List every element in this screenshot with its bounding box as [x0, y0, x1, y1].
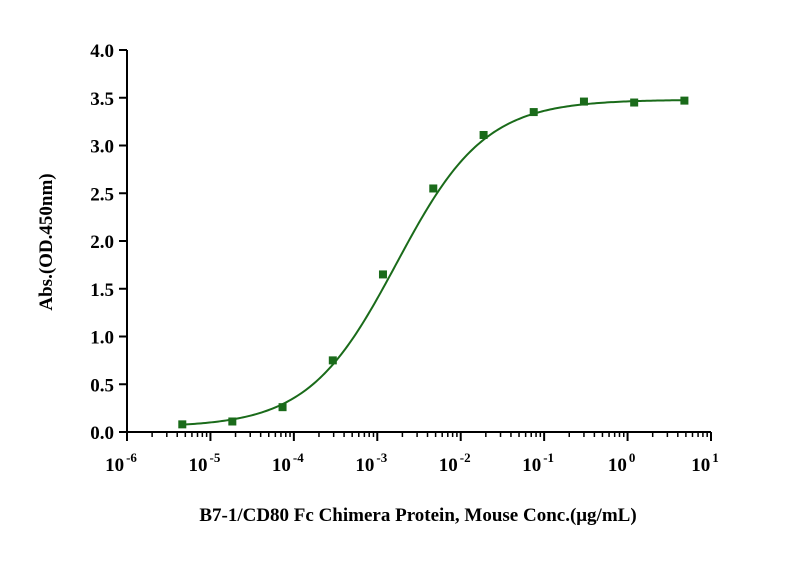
data-point: [680, 96, 689, 105]
y-tick-label: 0.5: [90, 375, 114, 396]
x-tick-label: 10 -2: [439, 450, 471, 476]
data-point: [479, 130, 488, 139]
data-point: [429, 184, 438, 193]
axis-labels-layer: Abs.(OD.450nm) B7-1/CD80 Fc Chimera Prot…: [36, 173, 637, 526]
x-tick-exponent: -4: [293, 450, 304, 465]
x-axis-title: B7-1/CD80 Fc Chimera Protein, Mouse Conc…: [199, 505, 636, 526]
x-tick-base: 10: [691, 455, 710, 476]
x-tick-base: 10: [105, 455, 124, 476]
x-tick-base: 10: [522, 455, 541, 476]
y-tick-label: 1.0: [90, 328, 114, 349]
x-tick-base: 10: [439, 455, 458, 476]
y-tick-label: 0.0: [90, 423, 114, 444]
x-tick-label: 10 -5: [189, 450, 221, 476]
y-tick-label: 2.0: [90, 232, 114, 253]
y-tick-label: 3.5: [90, 89, 114, 110]
x-tick-label: 10 -6: [105, 450, 137, 476]
x-tick-exponent: -5: [210, 450, 221, 465]
x-tick-label: 10 1: [691, 450, 719, 476]
x-tick-label: 10 0: [608, 450, 636, 476]
x-tick-exponent: -6: [126, 450, 137, 465]
y-tick-label: 1.5: [90, 280, 114, 301]
x-tick-exponent: 0: [629, 450, 636, 465]
x-tick-base: 10: [608, 455, 627, 476]
x-tick-exponent: -1: [543, 450, 554, 465]
data-point: [378, 270, 387, 279]
data-point: [278, 403, 287, 412]
x-tick-exponent: -2: [460, 450, 471, 465]
data-point: [630, 98, 639, 107]
x-tick-label: 10 -3: [355, 450, 387, 476]
data-point: [328, 356, 337, 365]
y-tick-label: 3.0: [90, 137, 114, 158]
x-tick-base: 10: [355, 455, 374, 476]
x-tick-label: 10 -1: [522, 450, 554, 476]
y-tick-label: 2.5: [90, 184, 114, 205]
x-tick-base: 10: [272, 455, 291, 476]
data-point: [228, 417, 237, 426]
data-point: [529, 108, 538, 117]
x-tick-label: 10 -4: [272, 450, 304, 476]
x-tick-exponent: -3: [376, 450, 387, 465]
y-tick-label: 4.0: [90, 41, 114, 62]
y-axis-title: Abs.(OD.450nm): [36, 173, 57, 310]
x-tick-exponent: 1: [712, 450, 719, 465]
axes: 0.00.51.01.52.02.53.03.54.010 -6 10 -5 10 -4 1…: [90, 41, 719, 476]
data-point: [579, 97, 588, 106]
data-points-layer: [178, 96, 689, 429]
x-tick-base: 10: [189, 455, 208, 476]
fit-curve: [182, 99, 685, 426]
fit-curve-layer: [182, 99, 685, 426]
data-point: [178, 420, 187, 429]
